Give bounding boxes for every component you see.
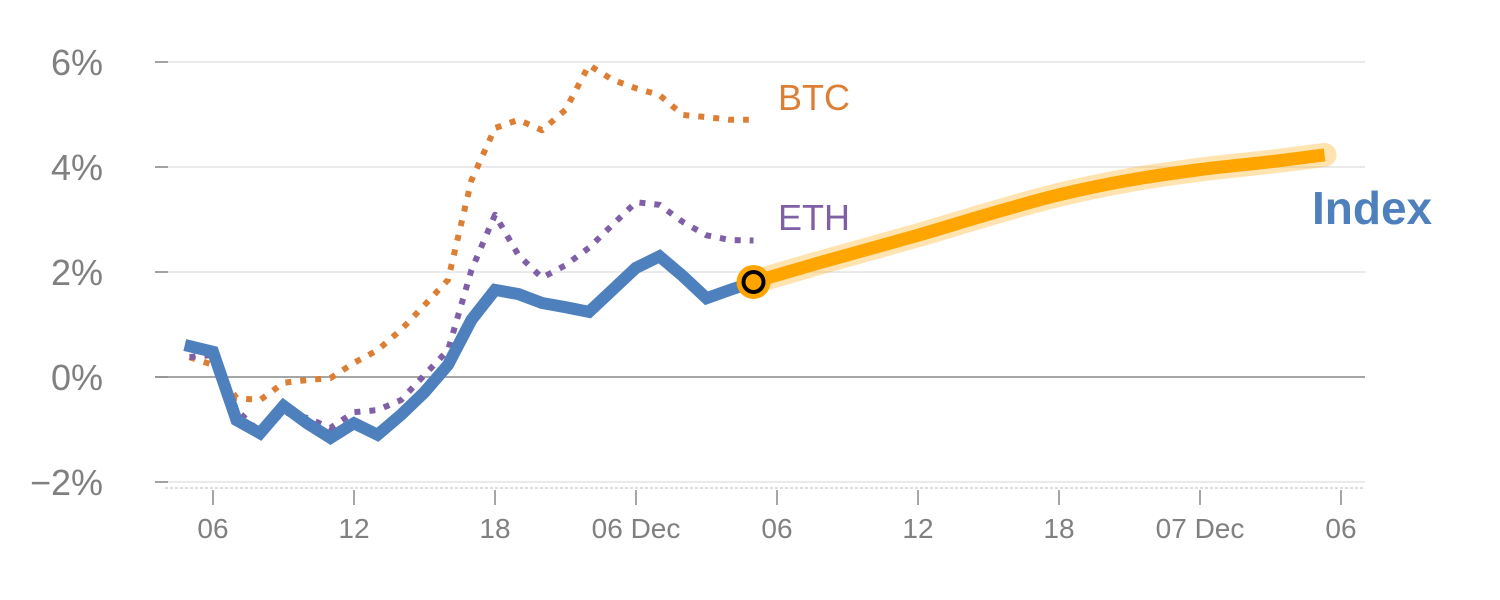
series-label-index: Index <box>1312 182 1433 234</box>
x-tick-label: 18 <box>479 513 510 544</box>
series-label-eth: ETH <box>778 197 850 238</box>
x-tick-label: 18 <box>1043 513 1074 544</box>
series-line-btc <box>188 62 749 404</box>
series-line-index-forecast <box>751 148 1326 289</box>
series-line-eth <box>189 199 754 436</box>
y-tick-label: 0% <box>51 357 103 398</box>
x-tick-label: 06 <box>761 513 792 544</box>
series-lines <box>183 62 1337 445</box>
x-tick-label: 12 <box>902 513 933 544</box>
y-tick-label: 4% <box>51 147 103 188</box>
y-tick-label: 6% <box>51 42 103 83</box>
y-axis: 6% 4% 2% 0% −2% <box>30 42 168 503</box>
x-tick-label: 06 Dec <box>592 513 681 544</box>
current-value-marker-ring <box>741 269 766 294</box>
x-tick-label: 07 Dec <box>1156 513 1245 544</box>
x-tick-label: 06 <box>197 513 228 544</box>
series-line-index <box>183 249 756 445</box>
x-tick-label: 06 <box>1325 513 1356 544</box>
x-tick-label: 12 <box>338 513 369 544</box>
series-label-btc: BTC <box>778 77 850 118</box>
x-axis: 06 12 18 06 Dec 06 12 18 07 Dec 06 <box>197 490 1357 544</box>
series-labels: BTC ETH Index <box>778 77 1433 238</box>
y-tick-label: 2% <box>51 252 103 293</box>
y-tick-label: −2% <box>30 462 103 503</box>
